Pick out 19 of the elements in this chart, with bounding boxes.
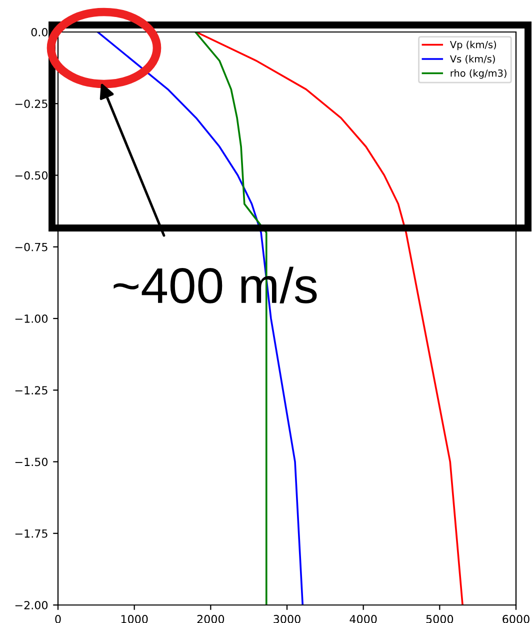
y-tick-label: −1.50 xyxy=(15,458,48,466)
legend-label: Vp (km/s) xyxy=(450,40,496,50)
y-tick-label: −1.00 xyxy=(15,314,48,323)
y-tick-label: −1.75 xyxy=(15,529,48,538)
x-tick-label: 5000 xyxy=(426,614,454,623)
legend-label: rho (kg/m3) xyxy=(450,69,506,79)
y-tick-label: 0.0 xyxy=(31,28,48,36)
x-tick-label: 1000 xyxy=(121,614,148,623)
x-tick-label: 0 xyxy=(55,614,61,623)
y-tick-label: −2.00 xyxy=(15,600,48,610)
y-tick-label: −1.25 xyxy=(15,386,48,395)
x-tick-label: 2000 xyxy=(197,614,224,623)
y-tick-label: −0.50 xyxy=(15,171,48,180)
y-tick-label: −0.25 xyxy=(15,100,48,108)
x-tick-label: 3000 xyxy=(274,614,300,623)
x-tick-label: 6000 xyxy=(502,614,530,623)
legend-label: Vs (km/s) xyxy=(450,55,495,64)
x-tick-label: 4000 xyxy=(350,614,377,623)
y-tick-label: −0.75 xyxy=(15,242,48,252)
